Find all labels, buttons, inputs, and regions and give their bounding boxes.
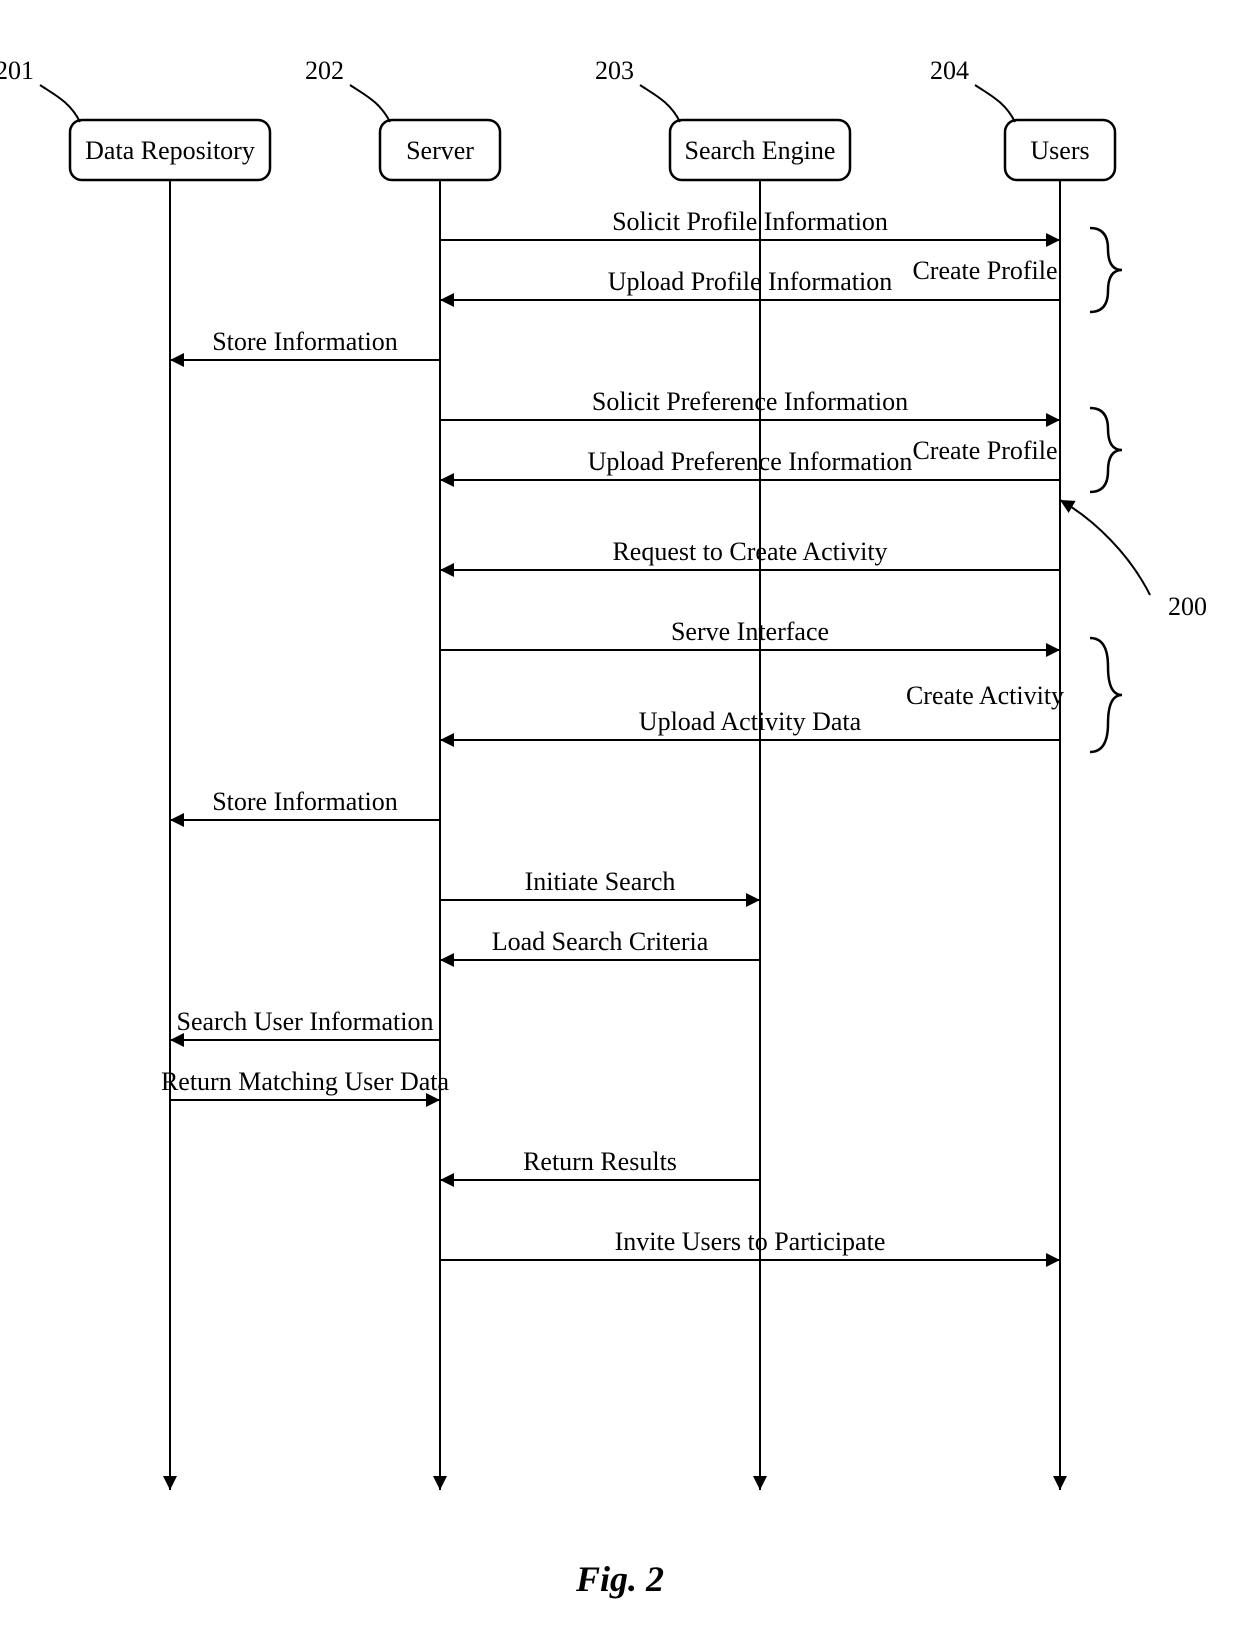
brace-label-2: Create Activity [906, 681, 1064, 710]
message-label-9: Initiate Search [525, 867, 676, 896]
ref-label-server: 202 [305, 56, 344, 85]
message-label-14: Invite Users to Participate [615, 1227, 886, 1256]
message-label-10: Load Search Criteria [492, 927, 709, 956]
figure-ref-arrow [1060, 500, 1150, 595]
brace-0 [1090, 228, 1122, 312]
ref-curve-server [350, 85, 390, 122]
ref-label-users: 204 [930, 56, 969, 85]
message-label-5: Request to Create Activity [612, 537, 887, 566]
message-label-13: Return Results [523, 1147, 677, 1176]
actor-label-users: Users [1030, 136, 1089, 165]
message-label-8: Store Information [212, 787, 398, 816]
ref-label-search_engine: 203 [595, 56, 634, 85]
message-label-3: Solicit Preference Information [592, 387, 908, 416]
message-label-6: Serve Interface [671, 617, 829, 646]
message-label-1: Upload Profile Information [608, 267, 893, 296]
actor-label-server: Server [406, 136, 474, 165]
brace-label-1: Create Profile [912, 436, 1057, 465]
actor-label-data_repo: Data Repository [85, 136, 255, 165]
brace-label-0: Create Profile [912, 256, 1057, 285]
ref-curve-users [975, 85, 1015, 122]
ref-curve-data_repo [40, 85, 80, 122]
message-label-4: Upload Preference Information [588, 447, 913, 476]
brace-1 [1090, 408, 1122, 492]
message-label-0: Solicit Profile Information [612, 207, 888, 236]
brace-2 [1090, 638, 1122, 752]
message-label-11: Search User Information [176, 1007, 433, 1036]
ref-curve-search_engine [640, 85, 680, 122]
figure-caption: Fig. 2 [575, 1559, 664, 1599]
figure-ref-label: 200 [1168, 592, 1207, 621]
sequence-diagram: Data Repository 201 Server 202 Search Engine… [0, 0, 1240, 1631]
message-label-7: Upload Activity Data [639, 707, 862, 736]
message-label-12: Return Matching User Data [161, 1067, 450, 1096]
actor-label-search_engine: Search Engine [685, 136, 836, 165]
message-label-2: Store Information [212, 327, 398, 356]
ref-label-data_repo: 201 [0, 56, 34, 85]
